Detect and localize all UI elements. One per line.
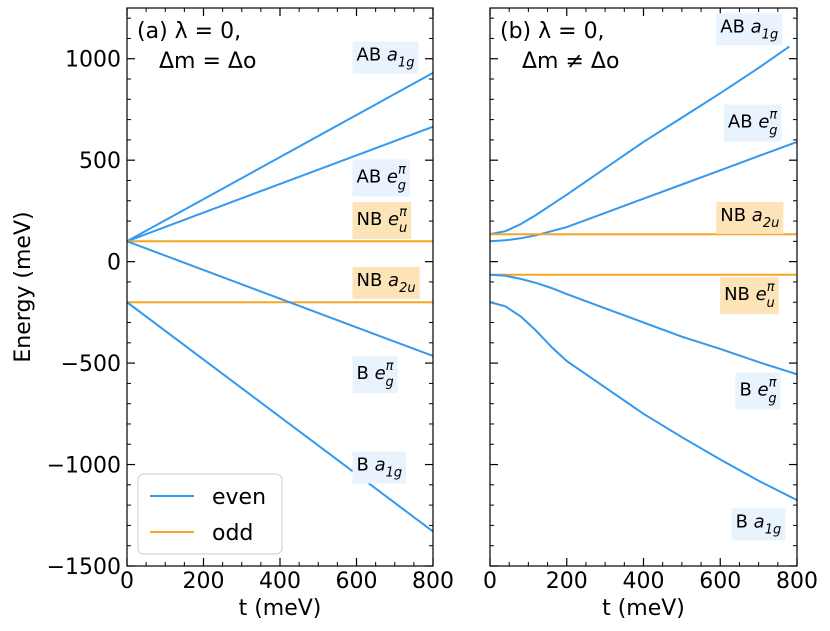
line-label-text: B eπ g: [357, 359, 394, 390]
x-tick-label: 400: [259, 569, 301, 594]
line-label: B a1g: [352, 451, 407, 484]
line-label-text: NB a2u: [357, 270, 416, 296]
line-label-bg: [352, 41, 419, 74]
x-axis-title: t (meV): [602, 596, 685, 621]
line-label-bg: [352, 356, 398, 394]
line-label-bg: [731, 508, 786, 541]
line-label-bg: [352, 451, 407, 484]
line-label-text: AB a1g: [357, 45, 415, 71]
y-axis-title: Energy (meV): [11, 211, 36, 362]
series-line-b-a1g: [127, 301, 433, 533]
series-line-ab-a1g: [127, 72, 433, 243]
line-label-text: NB a2u: [720, 205, 779, 231]
legend: even odd: [137, 473, 283, 555]
line-label: AB eπ g: [723, 104, 782, 142]
line-label: AB eπ g: [352, 159, 411, 197]
panel-b: 0 200 400 600 800 AB a1g AB eπ g NB a2u NB eπ u B e…: [483, 7, 818, 621]
panel-subtitle: Δm ≠ Δo: [522, 49, 619, 74]
panel-frame: [126, 7, 434, 567]
series-line-ab-a1g: [490, 45, 790, 236]
series-line-ab-e-g-: [127, 125, 433, 243]
line-label: AB a1g: [716, 13, 783, 46]
line-label-bg: [352, 202, 412, 240]
series-group: [127, 72, 433, 533]
line-label-text: AB eπ g: [357, 162, 407, 193]
y-tick-label: 0: [107, 251, 121, 276]
y-tick-label: 500: [79, 149, 121, 174]
y-tick-label: −1500: [47, 555, 121, 580]
series-line-b-e-g-: [127, 240, 433, 357]
x-tick-label: 800: [412, 569, 454, 594]
line-label: B a1g: [731, 508, 786, 541]
x-tick-label: 200: [183, 569, 225, 594]
x-tick-label: 600: [699, 569, 741, 594]
legend-label-even: even: [212, 485, 266, 510]
line-label: NB eπ u: [720, 277, 779, 315]
panel-title: (b) λ = 0,: [500, 19, 605, 44]
line-label-bg: [352, 266, 420, 299]
panel-title: (a) λ = 0,: [137, 19, 241, 44]
x-tick-label: 0: [483, 569, 497, 594]
line-label-bg: [723, 104, 782, 142]
legend-box: [137, 473, 283, 555]
line-label-text: AB a1g: [720, 16, 778, 42]
line-label: AB a1g: [352, 41, 419, 74]
series-line-b-e-g-: [490, 273, 797, 376]
panel-a: 0 200 400 600 800 −1500 −1000 −500 0 500 1000 AB a1…: [47, 7, 454, 621]
line-label: NB a2u: [352, 266, 420, 299]
line-label-text: AB eπ g: [728, 108, 778, 139]
panel-frame: [489, 7, 798, 567]
x-axis-title: t (meV): [239, 596, 322, 621]
line-label: NB eπ u: [352, 202, 412, 240]
x-tick-label: 0: [120, 569, 134, 594]
line-label-bg: [716, 201, 784, 234]
y-tick-label: −1000: [47, 454, 121, 479]
x-tick-label: 400: [623, 569, 665, 594]
legend-label-odd: odd: [212, 521, 253, 546]
line-label: B eπ g: [735, 372, 781, 410]
line-label-bg: [716, 13, 783, 46]
line-label-text: B a1g: [736, 511, 782, 537]
line-label-text: B eπ g: [739, 375, 776, 406]
line-label-text: B a1g: [357, 455, 403, 481]
line-label: B eπ g: [352, 356, 398, 394]
series-line-b-a1g: [490, 301, 797, 501]
line-label-text: NB eπ u: [724, 280, 775, 311]
y-tick-label: −500: [61, 352, 121, 377]
x-tick-label: 800: [776, 569, 818, 594]
x-tick-label: 600: [336, 569, 378, 594]
panel-subtitle: Δm = Δo: [159, 49, 256, 74]
series-group: [490, 45, 797, 501]
line-label-bg: [720, 277, 779, 315]
line-label-bg: [735, 372, 781, 410]
y-tick-label: 1000: [65, 48, 121, 73]
series-line-ab-e-g-: [490, 140, 797, 243]
line-label: NB a2u: [716, 201, 784, 234]
line-label-bg: [352, 159, 411, 197]
x-tick-label: 200: [546, 569, 588, 594]
line-label-text: NB eπ u: [357, 205, 408, 236]
